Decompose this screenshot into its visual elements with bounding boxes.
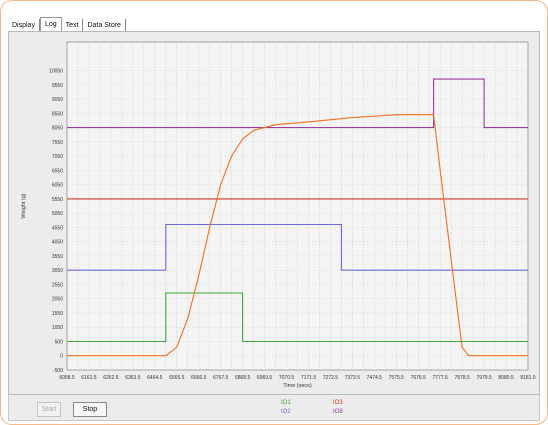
y-tick-label: 5550 [52,197,63,203]
x-tick-label: 7272.5 [323,375,339,381]
y-tick-label: 500 [55,339,64,345]
x-tick-label: 6868.5 [235,375,251,381]
y-tick-label: 7050 [52,154,63,160]
tab-log[interactable]: Log [39,17,62,32]
y-tick-label: 9050 [52,97,63,103]
y-tick-label: 1550 [52,311,63,317]
footer-bar: Start Stop IO1 IO2 IO3 IO8 [8,395,540,421]
legend-io2: IO2 [281,409,291,415]
y-tick-label: 10050 [49,69,63,75]
x-tick-label: 6464.5 [147,375,163,381]
y-tick-label: 9550 [52,83,63,89]
x-tick-label: 6565.5 [169,375,185,381]
weight-chart: -500 0 500 1050 1550 2050 2550 3050 3550 4050 4550… [21,41,536,389]
x-tick-label: 6058.5 [59,375,75,381]
y-tick-label: -500 [53,368,63,374]
y-tick-label: 5050 [52,211,63,217]
y-tick-label: 7550 [52,140,63,146]
y-tick-label: 6550 [52,168,63,174]
series-line-weight [67,114,528,357]
tab-data-store[interactable]: Data Store [83,19,126,32]
y-tick-label: 1050 [52,325,63,331]
legend-io8: IO8 [333,409,343,415]
x-tick-label: 6666.5 [191,375,207,381]
x-tick-label: 7171.5 [301,375,317,381]
x-tick-label: 7070.5 [279,375,295,381]
series-line-io8 [67,78,528,129]
x-tick-label: 7777.5 [433,375,449,381]
y-tick-label: 4550 [52,225,63,231]
x-tick-label: 7878.5 [454,375,470,381]
y-tick-label: 0 [60,354,63,360]
x-tick-label: 6161.5 [81,375,97,381]
x-tick-label: 6363.5 [125,375,141,381]
tab-display[interactable]: Display [8,19,40,32]
x-tick-label: 6969.5 [257,375,273,381]
y-tick-label: 8050 [52,126,63,132]
x-tick-label: 8181.5 [520,375,536,381]
series-line-io2 [67,223,528,271]
y-tick-label: 6050 [52,183,63,189]
y-tick-label: 3550 [52,254,63,260]
x-tick-label: 7373.5 [345,375,361,381]
x-tick-label: 7676.5 [411,375,427,381]
x-tick-label: 7575.5 [389,375,405,381]
x-tick-label: 6262.5 [103,375,119,381]
x-tick-label: 7979.5 [476,375,492,381]
x-tick-label: 7474.5 [367,375,383,381]
log-panel: -500 0 500 1050 1550 2050 2550 3050 3550 4050 4550… [8,31,540,395]
tab-text[interactable]: Text [62,19,84,32]
y-tick-label: 2050 [52,297,63,303]
start-button[interactable]: Start [37,402,61,417]
y-tick-label: 3050 [52,268,63,274]
series-line-io1 [67,292,528,343]
x-tick-label: 8080.5 [498,375,514,381]
legend-io3: IO3 [333,400,343,406]
tab-bar: Display Log Text Data Store [8,16,126,32]
legend-io1: IO1 [281,400,291,406]
y-tick-label: 4050 [52,240,63,246]
x-tick-label: 6767.5 [213,375,229,381]
y-tick-label: 2550 [52,282,63,288]
x-axis-label: Time (secs) [283,383,312,389]
y-tick-label: 8550 [52,111,63,117]
y-axis-label: Weight (g) [21,193,27,218]
stop-button[interactable]: Stop [73,402,107,417]
